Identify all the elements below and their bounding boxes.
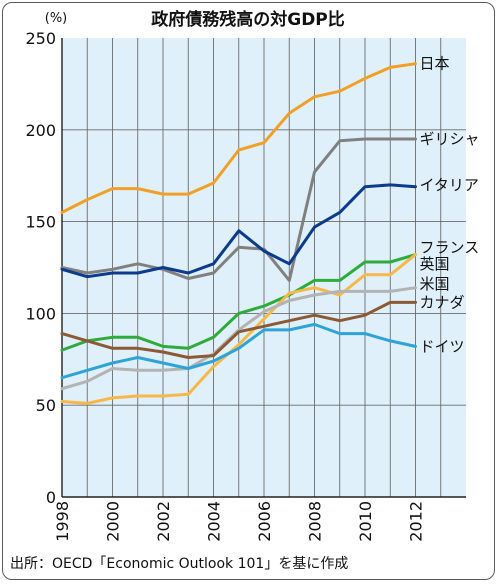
x-tick-label: 2000 bbox=[104, 501, 123, 542]
series-label: 日本 bbox=[420, 55, 450, 73]
series-line bbox=[60, 253, 417, 352]
y-tick-label: 200 bbox=[25, 121, 56, 140]
series-label: ドイツ bbox=[420, 337, 465, 355]
series-label: カナダ bbox=[420, 293, 465, 311]
series-line bbox=[60, 62, 417, 214]
series-line bbox=[60, 253, 417, 405]
y-tick-label: 250 bbox=[25, 29, 56, 48]
series-line bbox=[60, 322, 417, 380]
x-tick-label: 2012 bbox=[407, 501, 426, 542]
series-label: 英国 bbox=[420, 255, 450, 273]
series-label: 米国 bbox=[420, 275, 450, 293]
x-tick-label: 1998 bbox=[53, 501, 72, 542]
series-label: フランス bbox=[420, 238, 480, 256]
y-axis-unit: (%) bbox=[45, 11, 68, 26]
series-line bbox=[60, 183, 417, 279]
y-tick-label: 150 bbox=[25, 213, 56, 232]
x-tick-label: 2004 bbox=[205, 501, 224, 542]
y-tick-label: 100 bbox=[25, 304, 56, 323]
y-tick-label: 0 bbox=[46, 488, 56, 507]
series-line bbox=[60, 137, 417, 282]
series-label: ギリシャ bbox=[420, 130, 480, 148]
x-tick-label: 2002 bbox=[154, 501, 173, 542]
chart-title: 政府債務残高の対GDP比 bbox=[151, 9, 345, 30]
x-tick-label: 2008 bbox=[306, 501, 325, 542]
x-tick-label: 2006 bbox=[255, 501, 274, 542]
source-note: 出所：OECD「Economic Outlook 101」を基に作成 bbox=[10, 555, 348, 572]
x-tick-label: 2010 bbox=[356, 501, 375, 542]
series-line bbox=[60, 286, 417, 391]
series-label: イタリア bbox=[420, 176, 479, 194]
y-tick-label: 50 bbox=[36, 396, 56, 415]
series-line bbox=[60, 300, 417, 359]
